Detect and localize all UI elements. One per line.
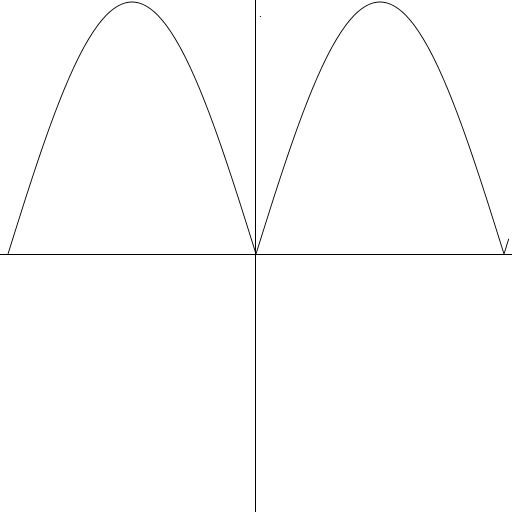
stray-point: [259, 16, 261, 17]
extra-points-layer: [259, 16, 261, 17]
series-layer: [7, 1, 510, 256]
series-line-0: [7, 1, 510, 256]
